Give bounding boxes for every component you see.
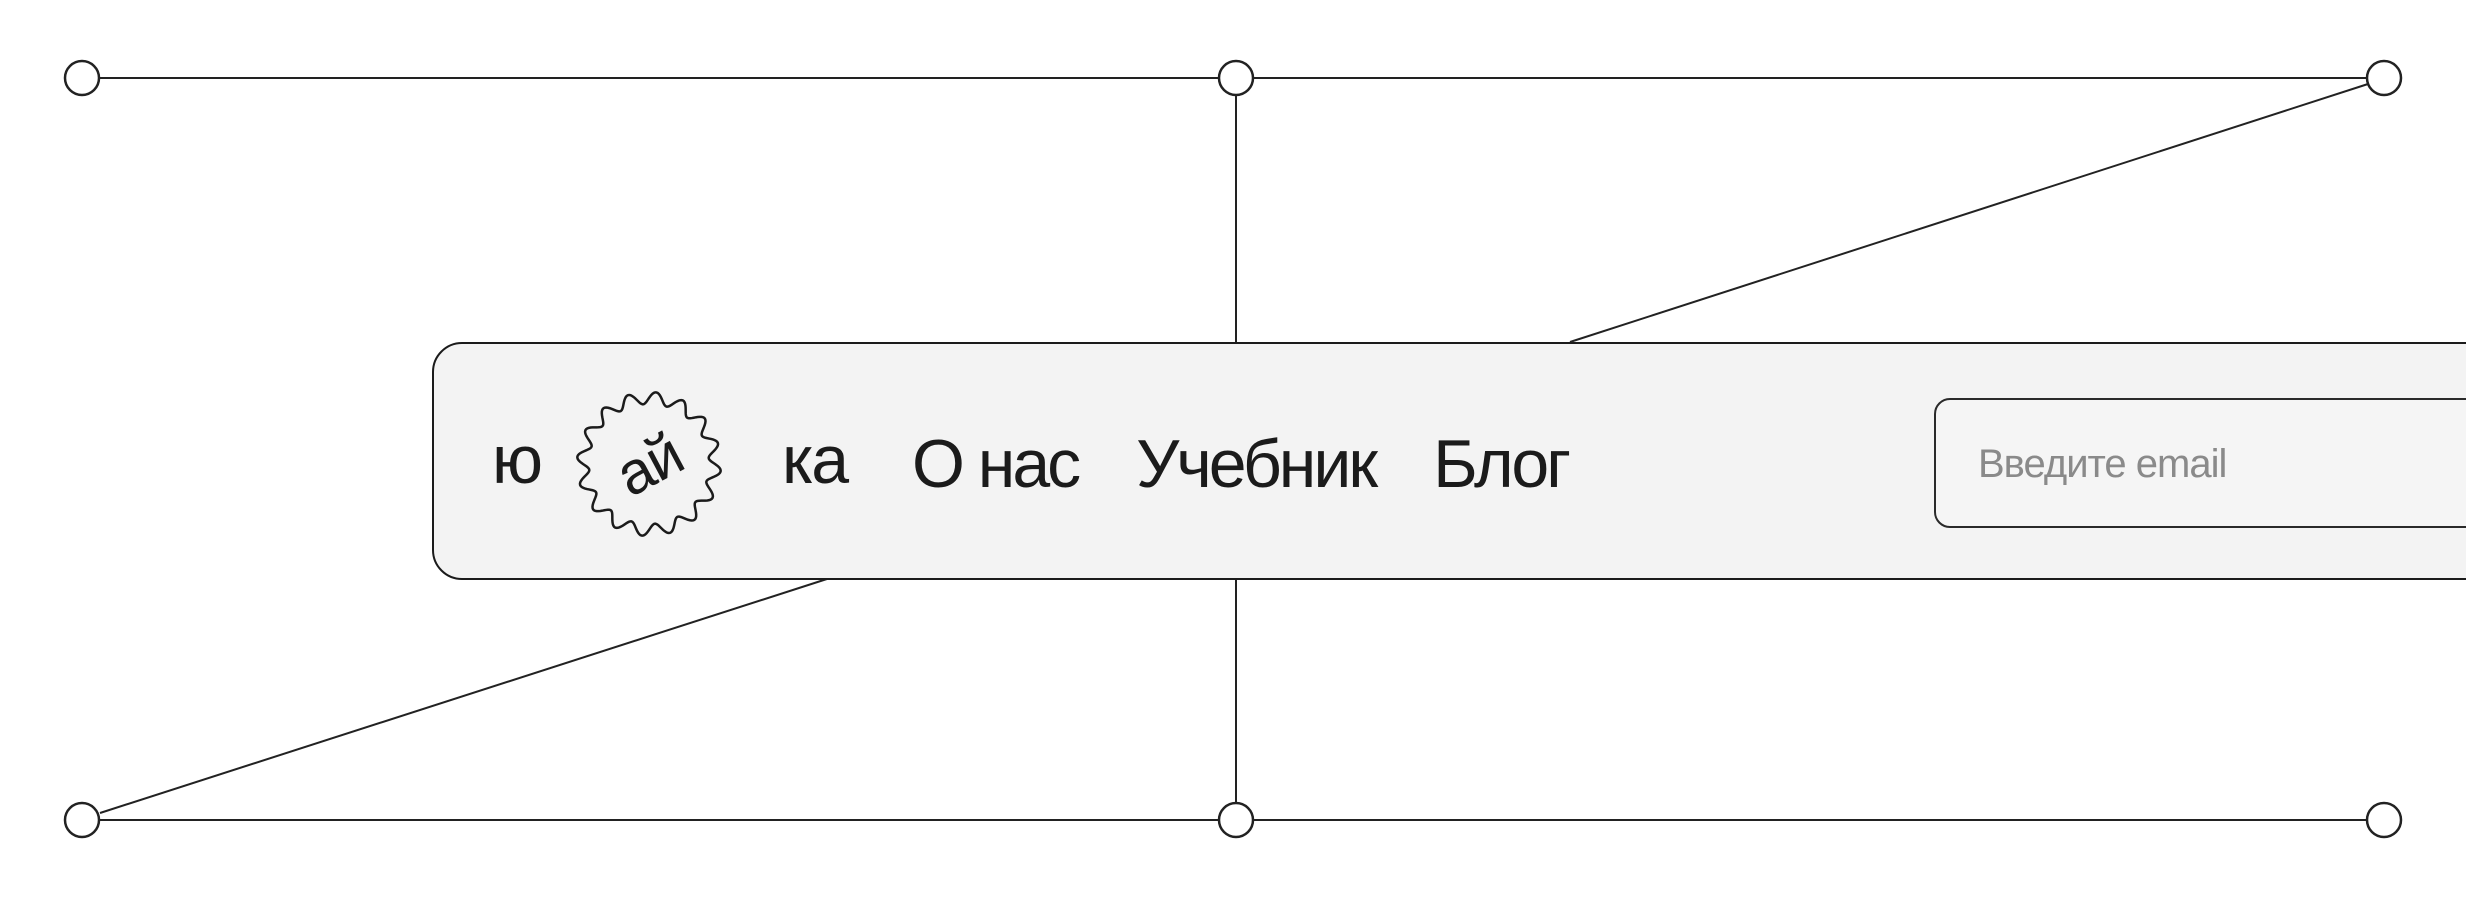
node-bottom-left (63, 801, 101, 839)
email-field-container (1934, 398, 2466, 528)
diagonal-line-top (1569, 83, 2369, 343)
logo-badge: ай (564, 379, 734, 549)
badge-wavy-circle-icon (576, 391, 722, 537)
node-bottom-right (2365, 801, 2403, 839)
nav-link-tutorial[interactable]: Учебник (1136, 426, 1378, 502)
email-input[interactable] (1976, 400, 2466, 528)
header-navbar: ю ай ка О нас Учебник Блог (432, 342, 2466, 580)
node-bottom-center (1217, 801, 1255, 839)
logo-home-link[interactable]: ю ай ка (492, 374, 849, 554)
diagonal-line-bottom (99, 577, 831, 814)
nav-link-about[interactable]: О нас (912, 426, 1081, 502)
node-top-left (63, 59, 101, 97)
node-top-right (2365, 59, 2403, 97)
logo-text-left: ю (492, 422, 543, 498)
nav-link-blog[interactable]: Блог (1433, 426, 1571, 502)
main-navigation: О нас Учебник Блог (912, 426, 1571, 502)
logo-text-right: ка (782, 422, 849, 498)
node-top-center (1217, 59, 1255, 97)
